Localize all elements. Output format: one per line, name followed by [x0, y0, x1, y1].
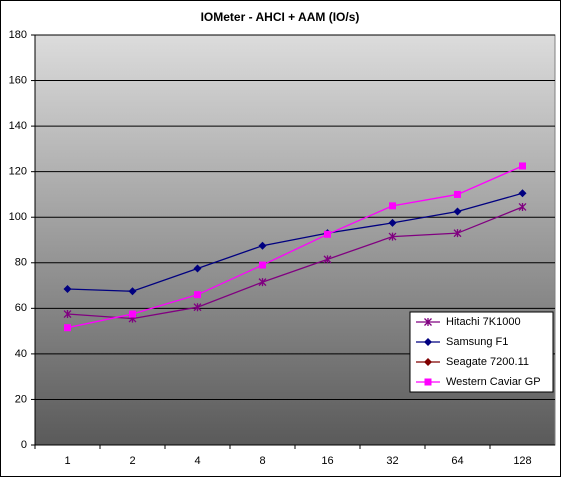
y-tick-label: 40: [15, 348, 27, 360]
data-point: [518, 189, 527, 198]
legend-marker: [424, 378, 432, 386]
data-point: [193, 264, 202, 273]
data-point: [453, 229, 462, 238]
y-tick-label: 80: [15, 257, 27, 269]
x-tick-label: 4: [194, 455, 200, 467]
data-point: [518, 202, 527, 211]
y-tick-label: 100: [9, 211, 27, 223]
legend-label: Hitachi 7K1000: [446, 316, 521, 328]
data-point: [454, 190, 461, 198]
y-tick-label: 60: [15, 302, 27, 314]
data-point: [129, 310, 136, 318]
data-point: [389, 202, 396, 210]
data-point: [388, 218, 397, 227]
data-point: [193, 303, 202, 312]
x-tick-label: 16: [321, 455, 333, 467]
data-point: [128, 287, 137, 296]
y-tick-label: 0: [21, 439, 27, 451]
series-line: [67, 206, 523, 320]
data-point: [259, 261, 266, 269]
data-point: [519, 162, 526, 170]
y-tick-label: 140: [9, 120, 27, 132]
legend-label: Western Caviar GP: [446, 376, 541, 388]
data-point: [63, 310, 72, 319]
x-tick-label: 64: [451, 455, 463, 467]
x-tick-label: 2: [129, 455, 135, 467]
data-point: [324, 230, 331, 238]
data-point: [64, 324, 71, 332]
x-tick-label: 1: [64, 455, 70, 467]
legend-marker: [424, 338, 432, 346]
y-tick-label: 20: [15, 393, 27, 405]
data-point: [194, 291, 201, 299]
y-tick-label: 180: [9, 29, 27, 41]
data-point: [258, 278, 267, 287]
data-point: [258, 241, 267, 250]
legend-marker: [424, 358, 432, 366]
series-line: [67, 165, 523, 329]
data-point: [388, 232, 397, 241]
y-tick-label: 120: [9, 166, 27, 178]
series-line: [67, 192, 523, 292]
y-tick-label: 160: [9, 74, 27, 86]
x-tick-label: 8: [259, 455, 265, 467]
legend-label: Samsung F1: [446, 336, 508, 348]
chart-title: IOMeter - AHCI + AAM (IO/s): [201, 10, 360, 24]
x-tick-label: 32: [386, 455, 398, 467]
data-point: [63, 284, 72, 293]
legend-marker: [424, 318, 432, 326]
x-tick-label: 128: [513, 455, 531, 467]
legend: [409, 311, 554, 393]
legend-label: Seagate 7200.11: [446, 356, 529, 368]
data-point: [453, 207, 462, 216]
data-point: [323, 255, 332, 264]
